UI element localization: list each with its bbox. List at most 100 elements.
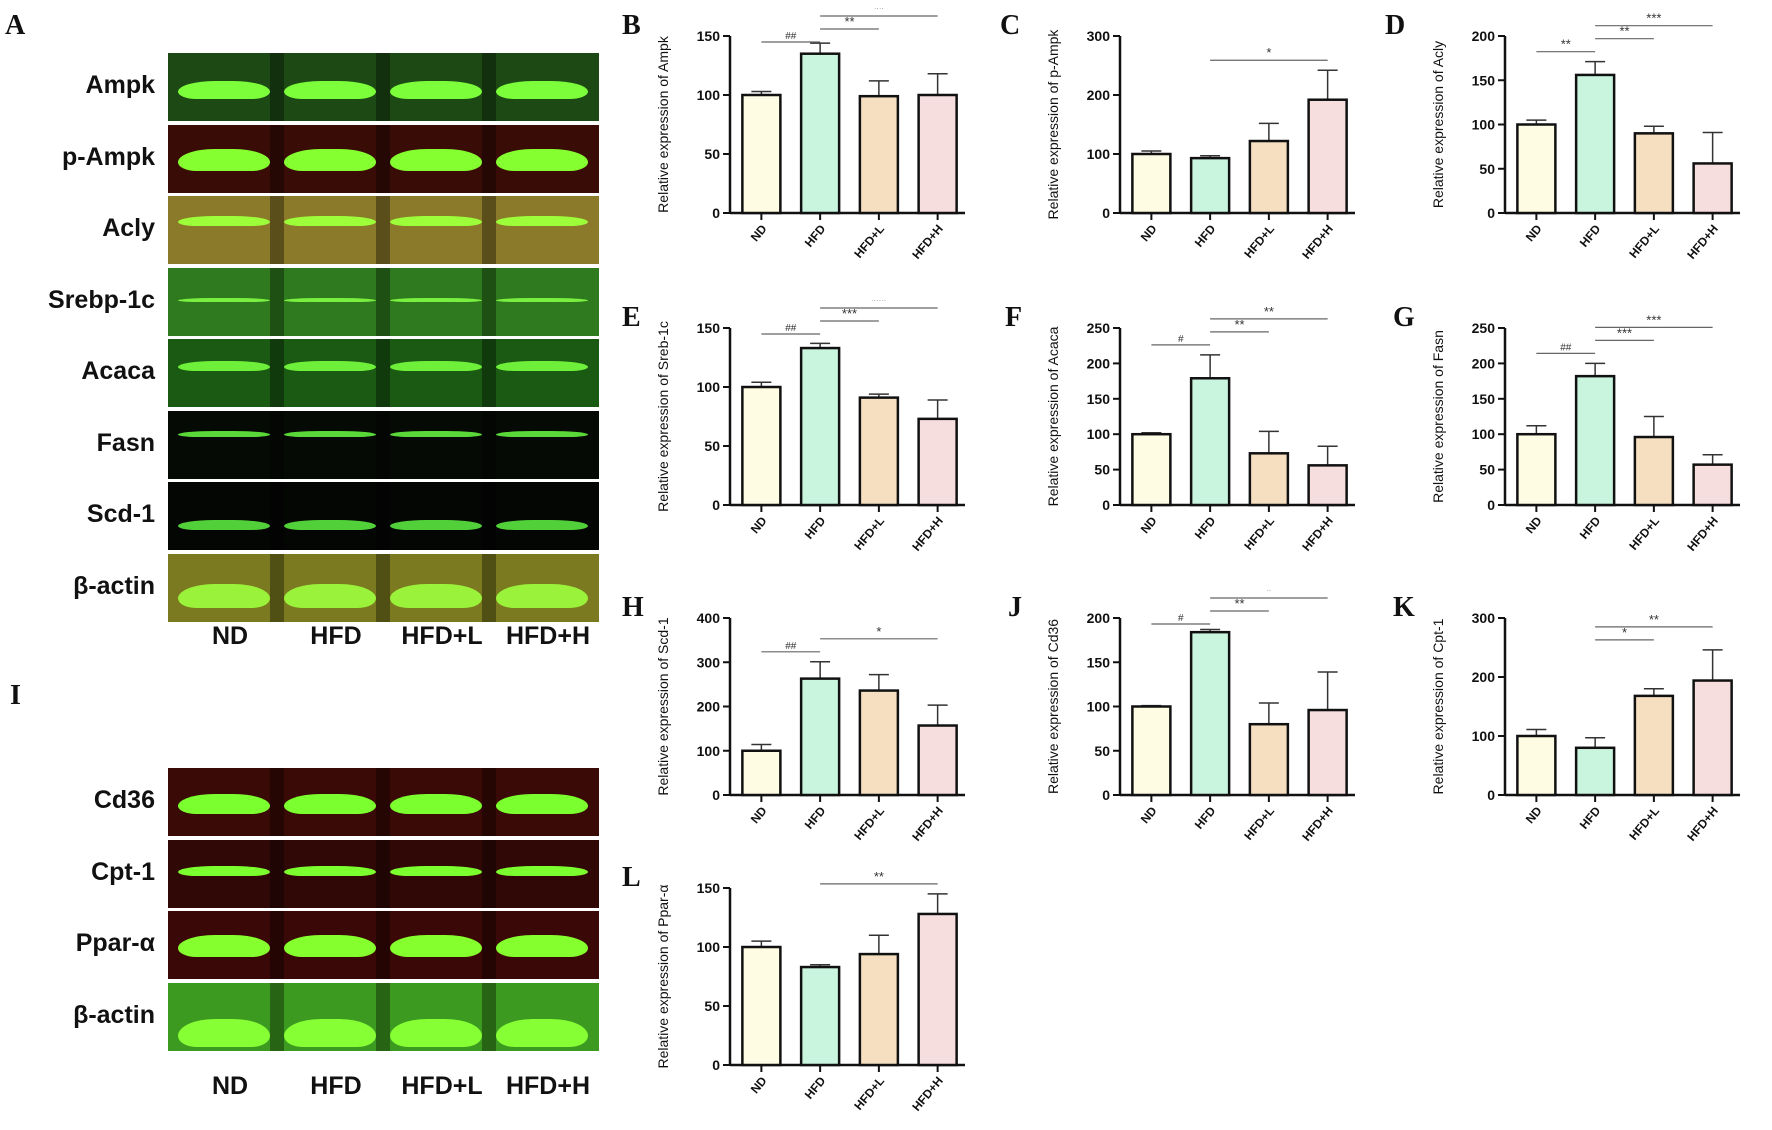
panel-letter-l: L xyxy=(622,862,641,893)
y-tick-label: 100 xyxy=(697,743,721,759)
y-tick-label: 0 xyxy=(712,205,720,221)
lane-separator xyxy=(376,410,390,479)
lane-separator xyxy=(376,267,390,336)
y-tick-label: 0 xyxy=(712,497,720,513)
significance-marker: ** xyxy=(1234,317,1244,332)
protein-band xyxy=(178,1018,270,1047)
x-tick-label: HFD xyxy=(1577,804,1604,832)
significance-marker: * xyxy=(1266,590,1271,598)
protein-band xyxy=(284,865,376,876)
y-axis-label: Relative expression of Ampk xyxy=(655,35,671,213)
bar-nd xyxy=(1516,432,1557,507)
y-tick-label: 0 xyxy=(1102,497,1110,513)
significance-marker: * xyxy=(1622,625,1627,640)
lane-label: ND xyxy=(211,622,249,650)
lane-label: HFD+L xyxy=(401,1072,483,1100)
protein-band xyxy=(178,81,270,99)
bar-chart-c: Relative expression of p-Ampk 0 100 200 300 N… xyxy=(1045,28,1355,262)
bar-nd xyxy=(741,385,782,507)
lane-separator xyxy=(482,768,496,836)
blot-row-label: Srebp-1c xyxy=(48,285,155,314)
significance-marker: ** xyxy=(874,869,884,884)
y-tick-label: 50 xyxy=(704,438,720,454)
blot-strip-srebp-1c xyxy=(168,267,599,336)
blot-row-label: Fasn xyxy=(96,428,155,457)
protein-band xyxy=(178,865,270,876)
y-tick-label: 100 xyxy=(1472,728,1496,744)
y-tick-label: 100 xyxy=(697,87,721,103)
blot-row-label: Acly xyxy=(102,214,155,242)
y-axis-label: Relative expression of Cpt-1 xyxy=(1430,618,1446,794)
y-tick-label: 50 xyxy=(1094,462,1110,478)
x-tick-label: HFD xyxy=(802,1074,829,1102)
protein-band xyxy=(390,297,482,302)
y-axis-label: Relative expression of Ppar-α xyxy=(655,885,671,1069)
blot-row-label: Scd-1 xyxy=(86,500,155,528)
protein-band xyxy=(178,361,270,371)
significance-marker: ** xyxy=(874,8,884,16)
x-tick-label: HFD+L xyxy=(1241,222,1277,261)
bar-chart-k: Relative expression of Cpt-1 0 100 200 300 ND… xyxy=(1430,610,1740,844)
bar-chart-j: Relative expression of Cd36 0 50 100 150 200 N… xyxy=(1045,590,1355,844)
significance-marker: * xyxy=(1266,45,1271,60)
panel-letter-j: J xyxy=(1008,592,1022,623)
x-tick-label: HFD+L xyxy=(851,1074,887,1113)
bar-nd xyxy=(1131,152,1172,215)
y-tick-label: 150 xyxy=(1087,654,1111,670)
protein-band xyxy=(496,216,588,226)
protein-band xyxy=(284,794,376,814)
x-tick-label: ND xyxy=(1138,514,1160,537)
lane-separator xyxy=(270,267,284,336)
x-tick-label: HFD xyxy=(1192,514,1219,542)
x-tick-label: ND xyxy=(748,804,770,827)
lane-separator xyxy=(376,768,390,836)
bar-hfd-l xyxy=(858,94,900,215)
bar-chart-b: Relative expression of Ampk 0 50 100 150 ND HF… xyxy=(655,8,965,262)
significance-marker: ** xyxy=(1619,24,1629,39)
x-tick-label: HFD+H xyxy=(909,514,946,554)
bar-hfd-h xyxy=(917,724,958,797)
bar-nd xyxy=(1516,734,1557,797)
bar-hfd xyxy=(799,346,841,507)
bar-chart-h: Relative expression of Scd-1 0 100 200 300 40… xyxy=(655,610,965,844)
lane-label: HFD+H xyxy=(505,622,591,650)
lane-label: HFD+L xyxy=(401,622,483,650)
blot-row-label: Acaca xyxy=(81,357,155,385)
blot-strip-acaca xyxy=(168,339,599,407)
blot-row-label: Ampk xyxy=(85,71,155,99)
panel-letter-b: B xyxy=(622,10,641,41)
lane-label: ND xyxy=(211,1072,249,1100)
bar-nd xyxy=(1516,123,1557,215)
protein-band xyxy=(284,583,376,608)
lane-separator xyxy=(270,124,284,193)
bar-chart-g: Relative expression of Fasn 0 50 100 150 200 2… xyxy=(1430,312,1740,554)
lane-label: HFD xyxy=(310,1072,362,1100)
bar-hfd xyxy=(1574,746,1616,797)
panel-letter-f: F xyxy=(1005,302,1023,333)
bar-hfd xyxy=(1189,630,1231,797)
y-tick-label: 300 xyxy=(1087,28,1111,44)
protein-band xyxy=(284,520,376,530)
x-tick-label: HFD+H xyxy=(1684,804,1721,844)
panel-letter-a: A xyxy=(5,10,26,41)
lane-separator xyxy=(482,839,496,908)
y-tick-label: 50 xyxy=(1094,743,1110,759)
bar-hfd-l xyxy=(858,952,900,1067)
bar-hfd-l xyxy=(1633,132,1675,215)
y-tick-label: 200 xyxy=(1472,28,1496,44)
x-tick-label: HFD+L xyxy=(851,804,887,843)
blot-strip--actin xyxy=(168,982,599,1051)
protein-band xyxy=(178,216,270,226)
blot-strip-acly xyxy=(168,196,599,264)
x-tick-label: ND xyxy=(1523,804,1545,827)
protein-band xyxy=(390,865,482,876)
blot-strip-p-ampk xyxy=(168,124,599,193)
lane-separator xyxy=(270,53,284,121)
bar-hfd-l xyxy=(858,396,900,507)
y-tick-label: 0 xyxy=(1102,787,1110,803)
protein-band xyxy=(390,935,482,957)
x-tick-label: HFD xyxy=(1192,804,1219,832)
y-tick-label: 100 xyxy=(697,939,721,955)
y-tick-label: 50 xyxy=(1479,161,1495,177)
protein-band xyxy=(390,148,482,171)
